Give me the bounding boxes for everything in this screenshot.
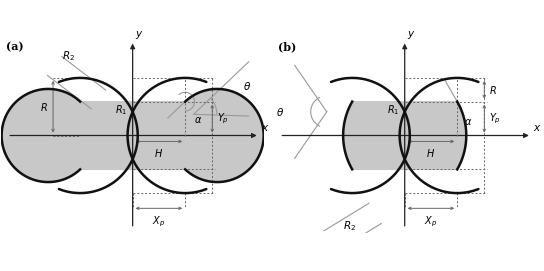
Text: (a): (a) [5, 41, 23, 53]
Text: $R_2$: $R_2$ [343, 219, 356, 233]
Polygon shape [2, 89, 264, 182]
Text: $R_1$: $R_1$ [387, 103, 400, 117]
Text: $X_p$: $X_p$ [152, 214, 165, 229]
Text: $\theta$: $\theta$ [243, 80, 251, 92]
Text: $\alpha$: $\alpha$ [464, 117, 472, 127]
Text: $\alpha$: $\alpha$ [194, 115, 202, 125]
Text: $H$: $H$ [426, 147, 436, 159]
Text: $R_2$: $R_2$ [61, 49, 75, 63]
Text: $H$: $H$ [154, 147, 163, 159]
Text: $\theta$: $\theta$ [276, 106, 285, 118]
Text: $R_1$: $R_1$ [115, 103, 127, 117]
Polygon shape [343, 102, 466, 169]
Text: $Y_p$: $Y_p$ [218, 111, 229, 126]
Text: $R$: $R$ [40, 101, 48, 113]
Text: (b): (b) [277, 41, 296, 53]
Text: $x$: $x$ [534, 123, 542, 133]
Text: $X_p$: $X_p$ [424, 214, 437, 229]
Text: $y$: $y$ [135, 29, 144, 41]
Text: $Y_p$: $Y_p$ [490, 111, 502, 126]
Text: $x$: $x$ [261, 123, 270, 133]
Text: $R$: $R$ [490, 84, 497, 96]
Text: $y$: $y$ [407, 29, 416, 41]
